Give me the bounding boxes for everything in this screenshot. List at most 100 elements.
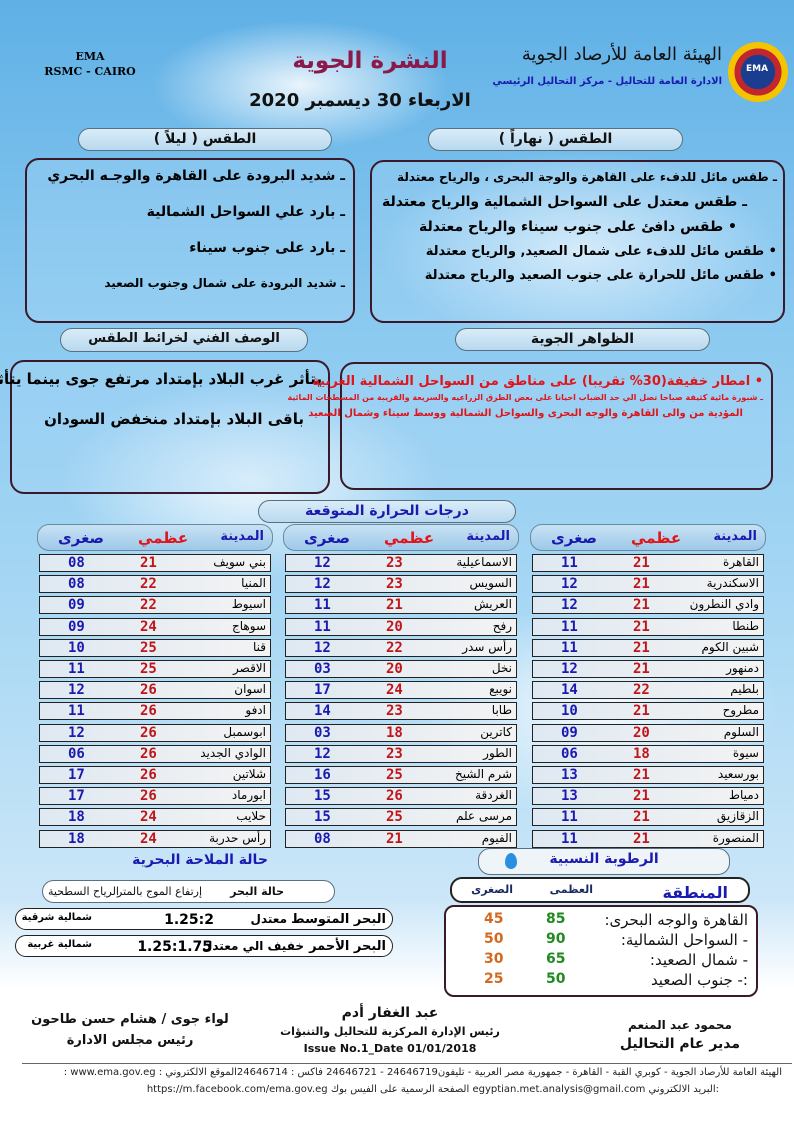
- max-temp: 21: [386, 597, 403, 614]
- signer-title: رئيس الإدارة المركزية للتحاليل والتنبؤات: [280, 1025, 500, 1038]
- max-temp: 23: [386, 576, 403, 593]
- min-temp: 11: [314, 597, 331, 614]
- signer-title: مدير عام التحاليل: [619, 1036, 741, 1052]
- city-name: شرم الشيخ: [455, 767, 512, 781]
- humidity-columns: المنطقة العظمى الصغرى: [450, 877, 750, 903]
- wave-height: 1.25:1.75: [137, 939, 212, 955]
- city-name: ادفو: [245, 703, 266, 718]
- ema-label: EMA: [75, 50, 105, 63]
- bulletin-date: الاربعاء 30 ديسمبر 2020: [249, 90, 471, 111]
- city-name: بني سويف: [213, 555, 266, 569]
- city-name: حلايب: [236, 809, 266, 824]
- col-max: عظمي: [384, 529, 435, 547]
- city-name: الطور: [483, 745, 512, 760]
- temp-row: اسوان 26 12: [39, 681, 271, 700]
- col-city: المدينة: [466, 529, 510, 544]
- min-temp: 06: [561, 745, 578, 762]
- col-min: صغرى: [551, 529, 598, 547]
- max-temp: 21: [633, 809, 650, 826]
- max-temp: 26: [140, 724, 157, 741]
- temp-row: طنطا 21 11: [532, 617, 764, 636]
- min-temp: 11: [314, 618, 331, 635]
- max-temp: 21: [633, 767, 650, 783]
- signature-middle: عبد الغفار أدم رئيس الإدارة المركزية للت…: [270, 1005, 510, 1055]
- min-temp: 18: [68, 809, 85, 826]
- temp-row: الغردقة 26 15: [285, 787, 517, 806]
- temp-row: السلوم 20 09: [532, 723, 764, 742]
- signer-title: رئيس مجلس الادارة: [66, 1033, 194, 1048]
- temp-row: رأس سدر 22 12: [285, 638, 517, 657]
- humidity-max: 65: [546, 951, 566, 967]
- day-weather-header: الطقس ( نهاراً ): [428, 128, 683, 151]
- city-name: بورسعيد: [717, 767, 759, 781]
- humidity-box: القاهرة والوجه البحرى: 85 45 - السواحل الشم…: [444, 905, 758, 997]
- min-temp: 12: [561, 576, 578, 593]
- region-name: :- جنوب الصعيد: [650, 971, 748, 989]
- temp-row: ابورماد 26 17: [39, 787, 271, 806]
- max-temp: 21: [633, 830, 650, 847]
- max-temp: 26: [140, 788, 157, 805]
- night-item: ـ بارد على جنوب سيناء: [189, 240, 345, 256]
- min-temp: 03: [314, 661, 331, 677]
- city-name: العريش: [473, 597, 512, 612]
- temp-row: الفيوم 21 08: [285, 829, 517, 848]
- city-name: الاسكندرية: [706, 576, 759, 591]
- min-temp: 12: [314, 639, 331, 656]
- signer-name: عبد الغفار أدم: [341, 1005, 439, 1021]
- min-temp: 10: [561, 703, 578, 720]
- temp-row: شبين الكوم 21 11: [532, 638, 764, 657]
- city-name: الوادي الجديد: [200, 745, 266, 760]
- min-temp: 11: [561, 830, 578, 847]
- temp-row: سيوة 18 06: [532, 744, 764, 763]
- humidity-min: 25: [484, 971, 504, 987]
- max-temp: 21: [633, 661, 650, 677]
- city-name: السويس: [469, 576, 512, 591]
- city-name: طنطا: [732, 618, 759, 633]
- day-item: • طقس مائل للحرارة على جنوب الصعيد والري…: [424, 268, 777, 283]
- temperatures-header: درجات الحرارة المتوقعة: [258, 500, 516, 523]
- page-title: النشرة الجوية: [292, 48, 448, 74]
- max-temp: 21: [633, 576, 650, 593]
- max-temp: 26: [386, 788, 403, 805]
- sea-state: معتدل: [250, 912, 287, 926]
- city-name: ابورماد: [231, 788, 266, 803]
- city-name: القاهرة: [723, 555, 759, 569]
- city-name: رأس حدربة: [209, 830, 266, 845]
- signer-name: محمود عبد المنعم: [628, 1018, 732, 1032]
- min-temp: 15: [314, 809, 331, 826]
- night-weather-box: ـ شديد البرودة على القاهرة والوجـه البحر…: [25, 158, 355, 323]
- max-temp: 24: [140, 809, 157, 826]
- min-temp: 17: [68, 788, 85, 805]
- humidity-row: - السواحل الشمالية: 90 50: [446, 931, 756, 951]
- city-name: دمياط: [728, 788, 759, 803]
- min-temp: 11: [561, 618, 578, 635]
- col-max: العظمى: [549, 883, 593, 896]
- temp-row: السويس 23 12: [285, 575, 517, 594]
- max-temp: 25: [140, 661, 157, 677]
- min-temp: 08: [68, 555, 85, 571]
- city-name: اسوان: [234, 682, 266, 697]
- temp-row: رفح 20 11: [285, 617, 517, 636]
- max-temp: 21: [633, 788, 650, 805]
- max-temp: 21: [386, 830, 403, 847]
- city-name: الغردقة: [475, 788, 512, 803]
- min-temp: 17: [68, 767, 85, 783]
- city-name: الاسماعيلية: [456, 555, 512, 569]
- humidity-max: 90: [546, 931, 566, 947]
- org-subtitle: الادارة العامة للتحاليل - مركز التحاليل …: [492, 76, 722, 87]
- temp-row: دمياط 21 13: [532, 787, 764, 806]
- temp-row: اسيوط 22 09: [39, 596, 271, 615]
- temp-row: سوهاج 24 09: [39, 617, 271, 636]
- col-city: المدينة: [220, 529, 264, 544]
- min-temp: 09: [68, 618, 85, 635]
- min-temp: 18: [68, 830, 85, 847]
- max-temp: 18: [633, 745, 650, 762]
- max-temp: 20: [633, 724, 650, 741]
- region-name: القاهرة والوجه البحرى:: [604, 911, 748, 929]
- temp-row: حلايب 24 18: [39, 808, 271, 827]
- footer-divider: [22, 1063, 792, 1064]
- temp-row: العريش 21 11: [285, 596, 517, 615]
- col-min: الصغرى: [471, 883, 513, 896]
- temp-row: مطروح 21 10: [532, 702, 764, 721]
- max-temp: 21: [633, 618, 650, 635]
